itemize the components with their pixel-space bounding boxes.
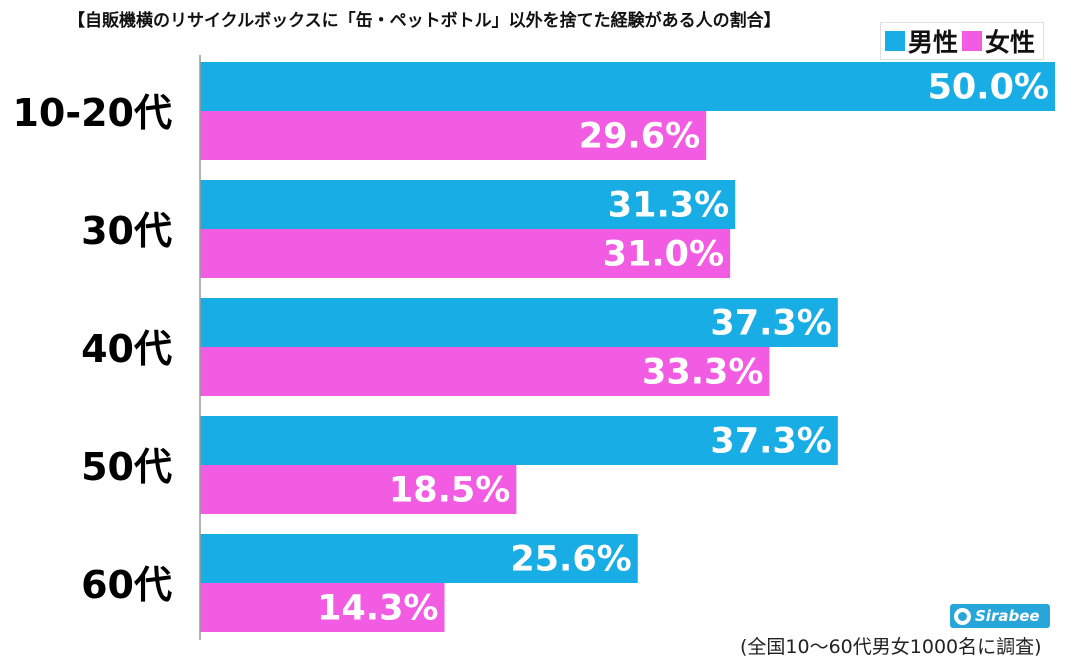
- value-label-male-1: 31.3%: [608, 186, 729, 226]
- value-label-female-0: 29.6%: [579, 117, 700, 157]
- value-label-male-0: 50.0%: [928, 68, 1049, 108]
- bar-male-1: [200, 180, 736, 229]
- value-label-female-1: 31.0%: [603, 235, 724, 275]
- value-label-male-3: 37.3%: [710, 422, 831, 462]
- value-label-female-3: 18.5%: [389, 471, 510, 511]
- category-label: 30代: [81, 209, 172, 253]
- bar-male-0: [200, 62, 1055, 111]
- bar-female-3: [200, 465, 517, 514]
- category-label: 60代: [81, 563, 172, 607]
- bar-male-2: [200, 298, 838, 347]
- category-label: 50代: [81, 445, 172, 489]
- legend-label-female: 女性: [985, 28, 1036, 57]
- legend-swatch-female: [962, 31, 983, 51]
- legend-label-male: 男性: [908, 28, 959, 57]
- bar-male-3: [200, 416, 838, 465]
- chart-title: 【自販機横のリサイクルボックスに「缶・ペットボトル」以外を捨てた経験がある人の割…: [68, 11, 781, 31]
- sirabee-logo-icon: [954, 607, 971, 625]
- bar-female-4: [200, 583, 445, 632]
- legend: 男性 女性: [880, 22, 1045, 60]
- value-label-male-2: 37.3%: [710, 304, 831, 344]
- value-label-male-4: 25.6%: [510, 540, 631, 580]
- bar-female-1: [200, 229, 731, 278]
- category-label: 10-20代: [12, 91, 172, 135]
- category-label: 40代: [81, 327, 172, 371]
- survey-footnote: (全国10～60代男女1000名に調査): [740, 636, 1042, 658]
- legend-item-female: 女性: [962, 23, 1035, 59]
- sirabee-logo: Sirabee: [950, 604, 1050, 628]
- sirabee-logo-text: Sirabee: [975, 607, 1040, 625]
- value-label-female-2: 33.3%: [642, 353, 763, 393]
- legend-item-male: 男性: [885, 23, 958, 59]
- bar-male-4: [200, 534, 638, 583]
- value-label-female-4: 14.3%: [317, 589, 438, 629]
- bar-female-2: [200, 347, 770, 396]
- bar-female-0: [200, 111, 707, 160]
- legend-swatch-male: [885, 31, 905, 51]
